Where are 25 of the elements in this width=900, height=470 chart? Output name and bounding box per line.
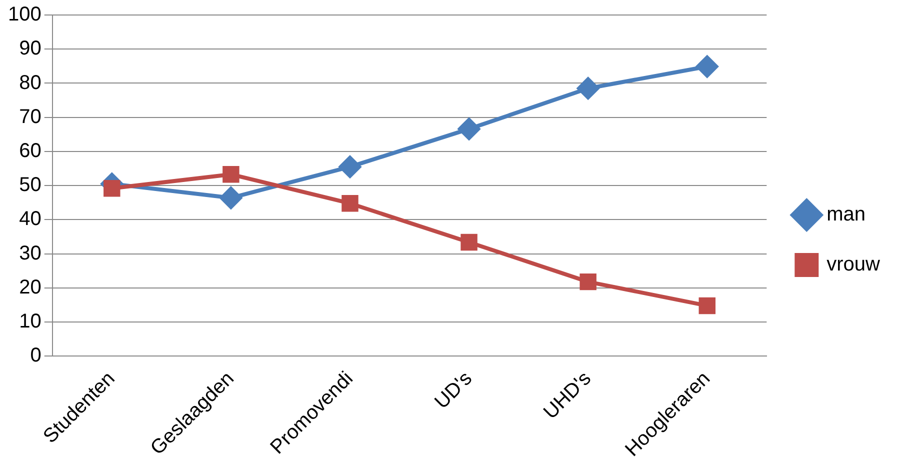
y-tick-label: 80: [19, 72, 42, 94]
y-tick-label: 70: [19, 106, 42, 128]
point: [460, 234, 478, 251]
point: [338, 156, 361, 178]
y-tick-label: 10: [19, 310, 42, 333]
point: [222, 166, 240, 183]
y-tick-label: 0: [30, 344, 42, 367]
y-tick-label: 50: [19, 174, 42, 196]
point: [698, 297, 716, 314]
point: [104, 180, 120, 197]
legend-label: vrouw: [826, 254, 881, 276]
point: [220, 186, 242, 209]
point: [580, 273, 596, 290]
y-tick-label: 60: [19, 140, 42, 162]
y-tick-label: 40: [19, 208, 42, 230]
y-tick-label: 100: [8, 4, 42, 26]
y-tick-label: 20: [19, 276, 42, 298]
point: [696, 56, 718, 78]
legend-label: man: [826, 204, 866, 226]
point: [342, 194, 358, 212]
y-tick-label: 30: [19, 242, 42, 264]
point: [458, 118, 480, 140]
point: [577, 77, 600, 100]
x-tick-label: UD's: [430, 368, 476, 414]
y-tick-label: 90: [19, 38, 42, 60]
